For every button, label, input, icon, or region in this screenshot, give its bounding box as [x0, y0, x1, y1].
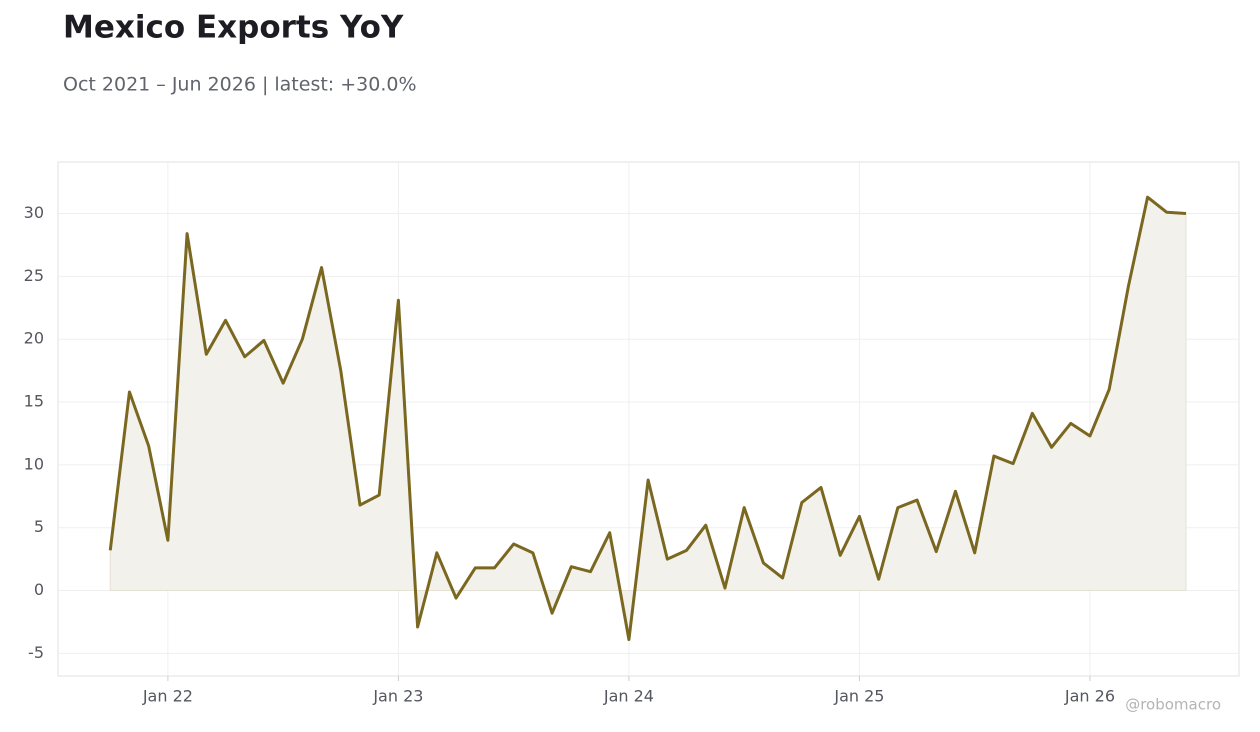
y-tick-label: -5	[28, 643, 44, 662]
y-tick-label: 20	[24, 329, 44, 348]
area	[109, 196, 1187, 640]
watermark: @robomacro	[1125, 696, 1221, 714]
marks	[108, 195, 1187, 642]
y-tick-label: 0	[34, 580, 44, 599]
x-tick-label: Jan 26	[1064, 687, 1115, 706]
x-tick-label: Jan 24	[603, 687, 654, 706]
chart-subtitle: Oct 2021 – Jun 2026 | latest: +30.0%	[63, 74, 417, 96]
x-tick-label: Jan 22	[142, 687, 193, 706]
y-tick-label: 25	[24, 266, 44, 285]
chart-title: Mexico Exports YoY	[63, 10, 404, 46]
y-tick-label: 30	[24, 203, 44, 222]
line	[108, 195, 1187, 642]
y-tick-label: 15	[24, 392, 44, 411]
plot-frame	[57, 161, 1240, 677]
labels: -5 0 5 10 15 20 25 30 Jan 22 Jan 23 Jan 24 Jan 25 Ja…	[24, 203, 1115, 705]
y-tick-label: 10	[24, 454, 44, 473]
x-tick-label: Jan 23	[372, 687, 423, 706]
y-tick-label: 5	[34, 517, 44, 536]
x-tick-label: Jan 25	[833, 687, 884, 706]
